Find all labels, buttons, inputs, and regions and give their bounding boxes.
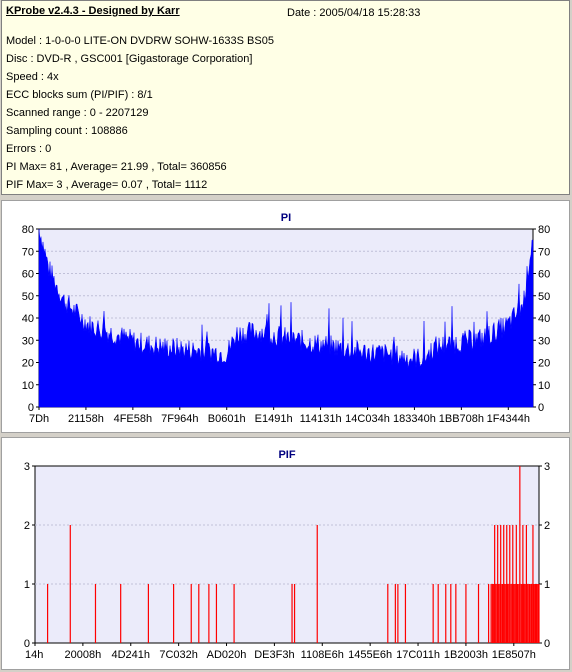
x-tick-label: 14h — [25, 649, 43, 661]
x-tick-label: 1108E6h — [301, 649, 344, 661]
x-tick-label: B0601h — [208, 413, 246, 425]
x-tick-label: 183340h — [393, 413, 436, 425]
chart-title: PIF — [278, 449, 295, 461]
x-tick-label: 1E8507h — [492, 649, 536, 661]
y-tick-label-right: 2 — [544, 520, 550, 532]
x-tick-label: 4D241h — [111, 649, 150, 661]
x-tick-label: 1F4344h — [487, 413, 530, 425]
y-tick-label-right: 50 — [538, 291, 550, 303]
speed-line: Speed : 4x — [6, 71, 59, 83]
x-tick-label: 7Dh — [29, 413, 49, 425]
y-tick-label-right: 20 — [538, 358, 550, 370]
y-tick-label-right: 40 — [538, 313, 550, 325]
y-tick-label-right: 3 — [544, 461, 550, 473]
x-tick-label: 7C032h — [159, 649, 198, 661]
x-tick-label: 17C011h — [396, 649, 440, 661]
y-tick-label: 40 — [22, 313, 34, 325]
x-tick-label: 7F964h — [161, 413, 198, 425]
model-line: Model : 1-0-0-0 LITE-ON DVDRW SOHW-1633S… — [6, 35, 274, 47]
scan-date: Date : 2005/04/18 15:28:33 — [287, 7, 421, 19]
pi-chart-panel: PI 0 0 10 10 20 20 30 30 40 40 50 50 60 60 70 70 80 80 7Dh 2… — [1, 200, 570, 433]
chart-title: PI — [281, 212, 291, 224]
x-tick-label: 1455E6h — [348, 649, 392, 661]
y-tick-label-right: 1 — [544, 579, 550, 591]
y-tick-label: 30 — [22, 335, 34, 347]
y-tick-label: 10 — [22, 380, 34, 392]
y-tick-label: 1 — [24, 579, 30, 591]
y-tick-label-right: 10 — [538, 380, 550, 392]
pif-chart-panel: PIF 0 0 1 1 2 2 3 3 14h 20008h 4D241h 7C032h AD020h DE… — [1, 437, 570, 670]
y-tick-label: 3 — [24, 461, 30, 473]
y-tick-label: 20 — [22, 358, 34, 370]
y-tick-label: 80 — [22, 224, 34, 236]
x-tick-label: 21158h — [68, 413, 104, 425]
x-tick-label: E1491h — [255, 413, 293, 425]
x-tick-label: 20008h — [65, 649, 102, 661]
y-tick-label-right: 0 — [538, 402, 544, 414]
y-tick-label-right: 80 — [538, 224, 550, 236]
x-tick-label: 1B2003h — [444, 649, 488, 661]
y-tick-label: 60 — [22, 269, 34, 281]
range-line: Scanned range : 0 - 2207129 — [6, 107, 149, 119]
ecc-line: ECC blocks sum (PI/PIF) : 8/1 — [6, 89, 153, 101]
pif-stats-line: PIF Max= 3 , Average= 0.07 , Total= 1112 — [6, 179, 208, 191]
y-tick-label-right: 30 — [538, 335, 550, 347]
x-tick-label: 14C034h — [345, 413, 390, 425]
x-tick-label: 4FE58h — [114, 413, 153, 425]
pi-series-area — [38, 228, 534, 408]
pi-chart: PI 0 0 10 10 20 20 30 30 40 40 50 50 60 60 70 70 80 80 7Dh 2… — [22, 212, 551, 425]
y-tick-label: 2 — [24, 520, 30, 532]
info-panel: KProbe v2.4.3 - Designed by Karr Date : … — [1, 0, 570, 195]
errors-line: Errors : 0 — [6, 143, 52, 155]
x-tick-label: 1BB708h — [439, 413, 484, 425]
plot-area — [34, 465, 540, 644]
y-tick-label-right: 60 — [538, 269, 550, 281]
disc-line: Disc : DVD-R , GSC001 [Gigastorage Corpo… — [6, 53, 253, 65]
y-tick-label: 0 — [28, 402, 34, 414]
y-tick-label: 70 — [22, 246, 34, 258]
app-title: KProbe v2.4.3 - Designed by Karr — [6, 5, 180, 17]
y-tick-label-right: 70 — [538, 246, 550, 258]
x-tick-label: AD020h — [207, 649, 247, 661]
y-tick-label-right: 0 — [544, 638, 550, 650]
x-tick-label: 114131h — [300, 413, 342, 425]
pi-stats-line: PI Max= 81 , Average= 21.99 , Total= 360… — [6, 161, 227, 173]
y-tick-label: 50 — [22, 291, 34, 303]
sampling-line: Sampling count : 108886 — [6, 125, 128, 137]
x-tick-label: DE3F3h — [254, 649, 294, 661]
pif-chart: PIF 0 0 1 1 2 2 3 3 14h 20008h 4D241h 7C032h AD020h DE… — [24, 449, 550, 661]
y-tick-label: 0 — [24, 638, 30, 650]
